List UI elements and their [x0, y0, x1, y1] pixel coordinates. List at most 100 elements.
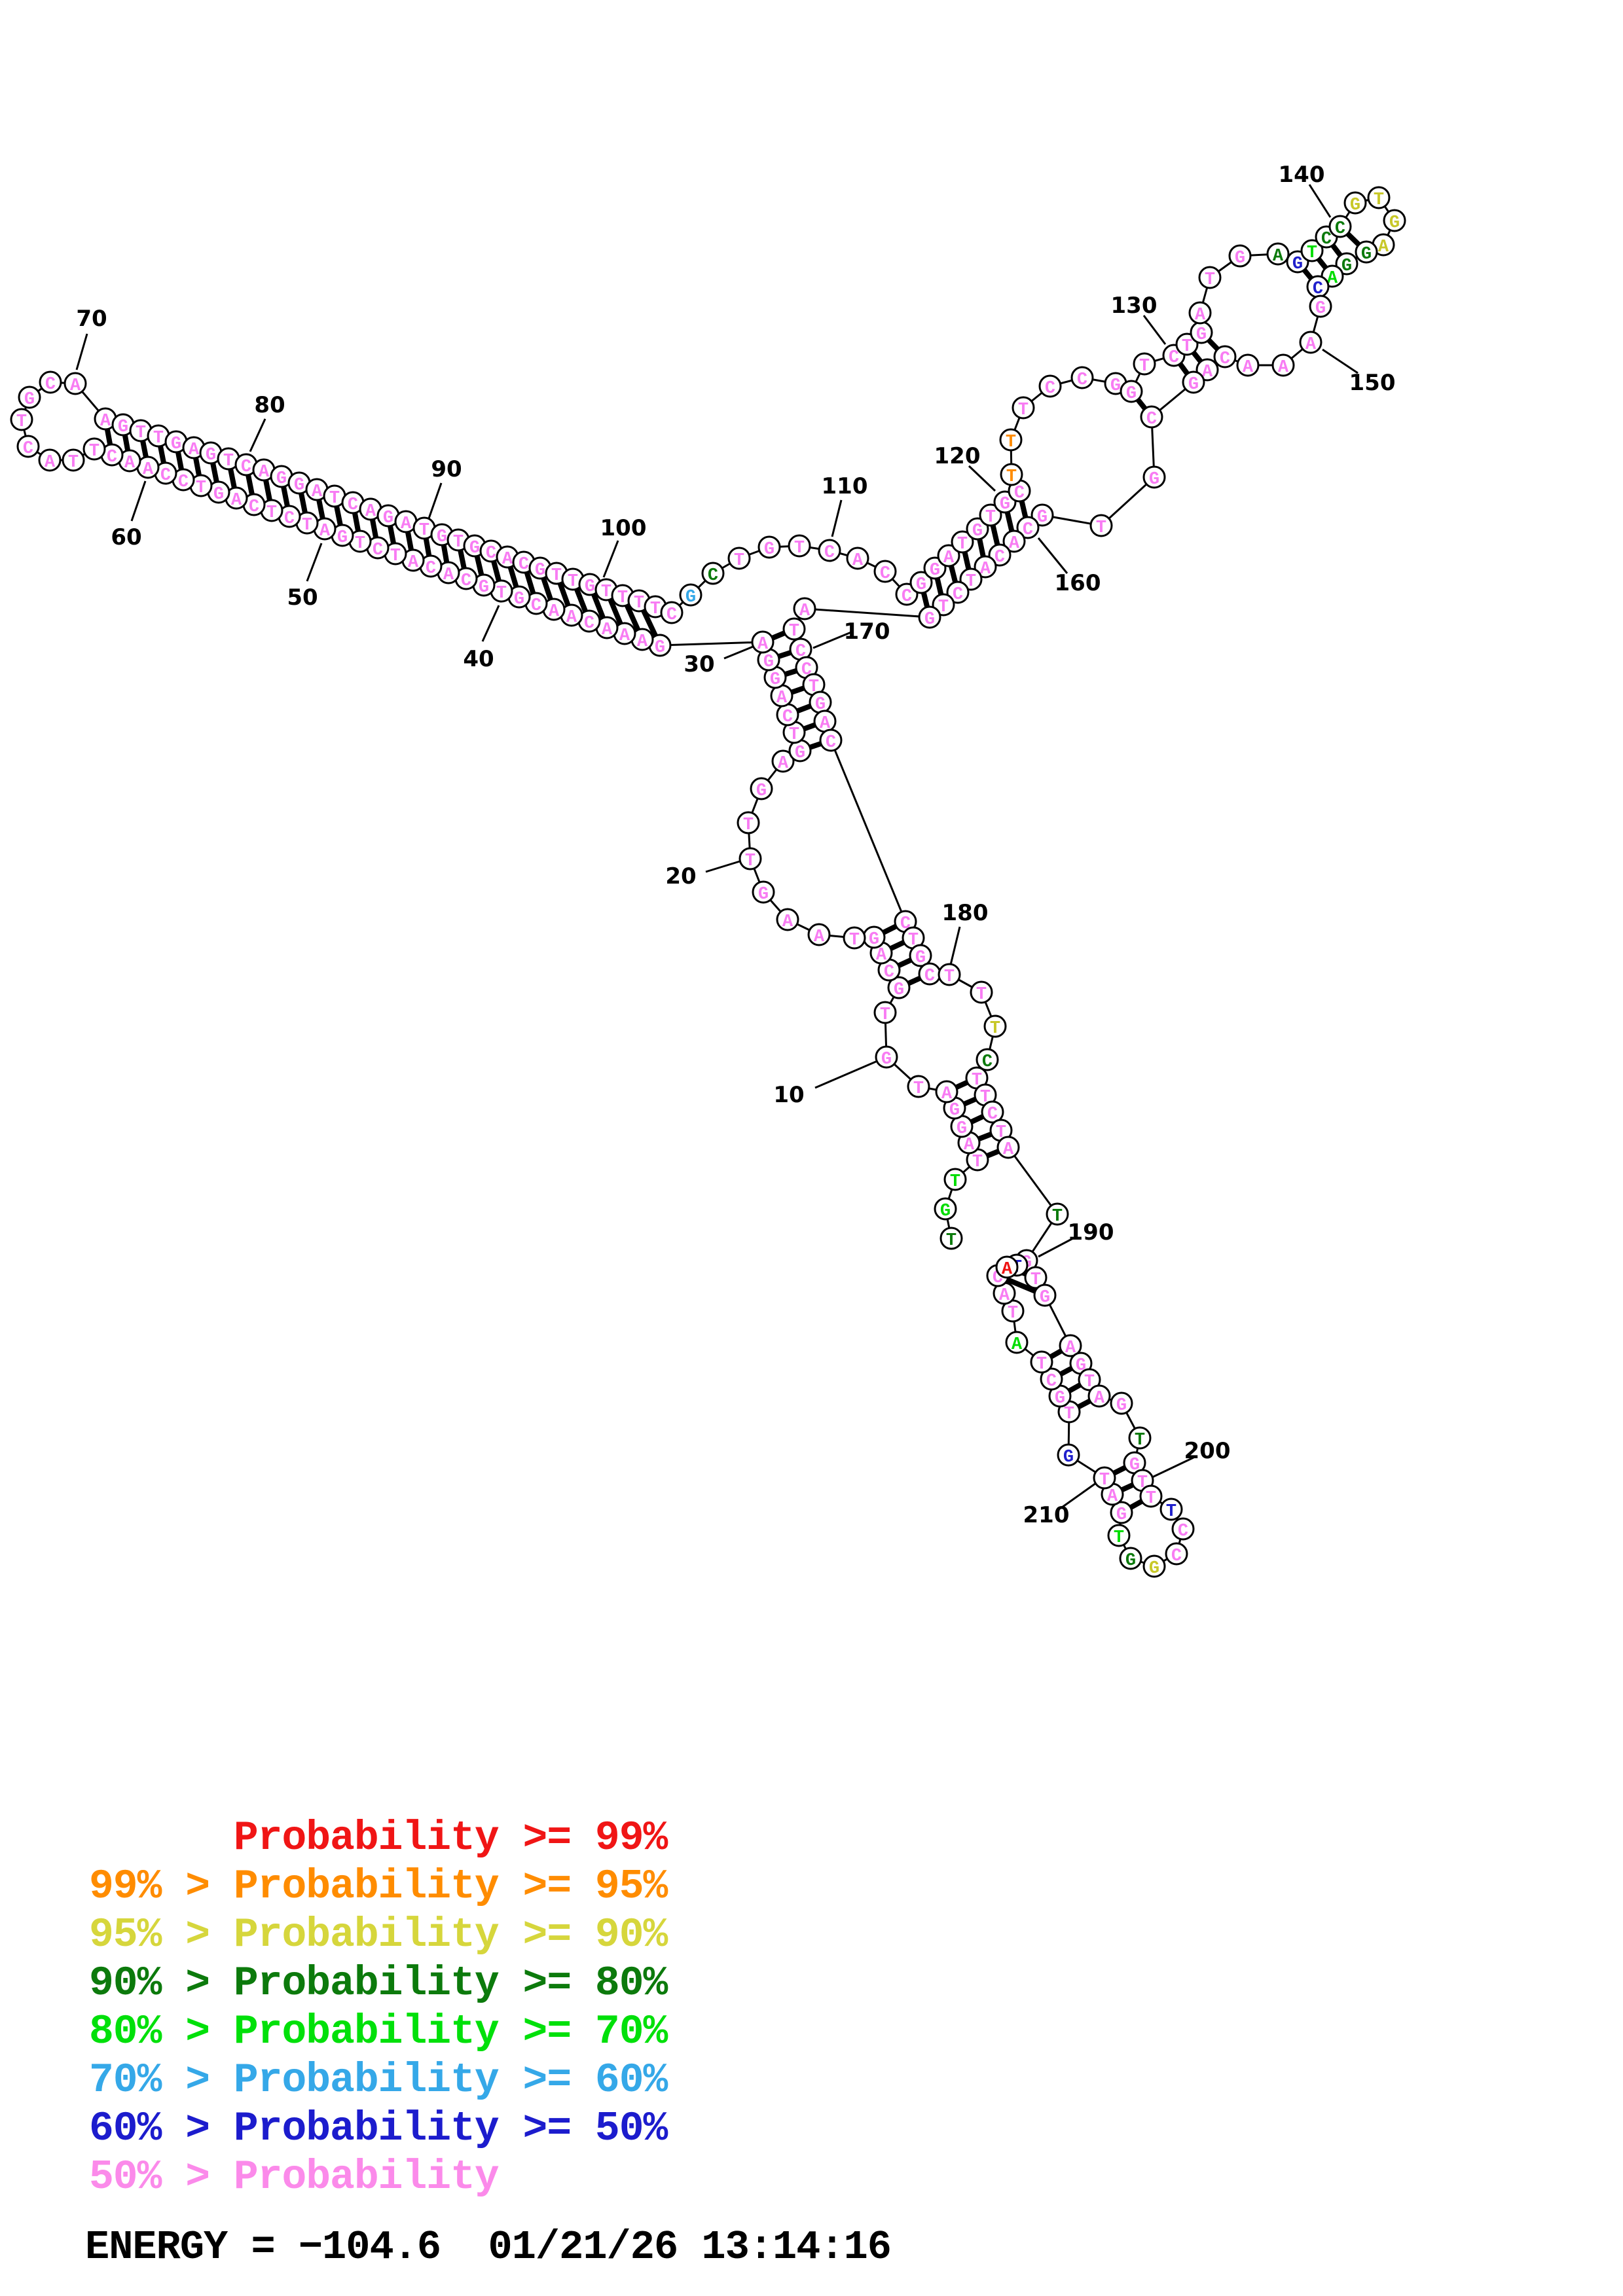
nucleotide-letter: C: [924, 967, 935, 986]
label-leader-line: [812, 631, 852, 649]
nucleotide-letter: T: [990, 1019, 1000, 1039]
nucleotide-node: [18, 386, 41, 409]
nucleotide-letter: T: [985, 508, 996, 528]
position-label: 180: [942, 900, 989, 926]
nucleotide-letter: T: [601, 583, 611, 602]
nucleotide-letter: G: [869, 930, 879, 950]
nucleotide-letter: C: [1077, 370, 1087, 390]
nucleotide-letter: A: [776, 689, 788, 708]
nucleotide-letter: G: [685, 588, 696, 607]
nucleotide-letter: G: [1149, 470, 1159, 490]
nucleotide-letter: G: [294, 476, 304, 495]
nucleotide-node: [1070, 366, 1094, 389]
nucleotide-letter: A: [365, 502, 376, 522]
nucleotide-node: [939, 1227, 963, 1250]
label-leader-line: [1061, 1482, 1097, 1509]
nucleotide-node: [983, 1014, 1007, 1038]
nucleotide-letter: A: [1305, 335, 1317, 355]
nucleotide-letter: C: [1146, 410, 1157, 429]
nucleotide-letter: A: [1065, 1338, 1076, 1358]
nucleotide-letter: C: [1045, 379, 1055, 399]
nucleotide-letter: G: [770, 670, 780, 690]
nucleotide-letter: T: [966, 572, 976, 592]
nucleotide-letter: G: [940, 1202, 951, 1221]
nucleotide-letter: A: [401, 514, 412, 534]
backbone-edge: [830, 740, 907, 922]
nucleotide-letter: T: [913, 1079, 924, 1099]
nucleotide-node: [1040, 1367, 1063, 1391]
nucleotide-letter: A: [1278, 358, 1289, 378]
nucleotide-letter: T: [329, 489, 340, 509]
nucleotide-letter: T: [1099, 1471, 1110, 1490]
nucleotide-node: [946, 581, 970, 604]
nucleotide-letter: T: [734, 551, 744, 571]
nucleotide-node: [739, 847, 762, 870]
nucleotide-node: [1266, 242, 1290, 266]
nucleotide-letter: C: [987, 1105, 998, 1124]
label-leader-line: [1308, 184, 1332, 218]
nucleotide-letter: C: [1023, 520, 1033, 540]
nucleotide-node: [679, 583, 702, 607]
nucleotide-node: [1110, 1501, 1133, 1524]
label-leader-line: [1322, 348, 1359, 374]
nucleotide-letter: C: [284, 509, 295, 529]
nucleotide-letter: G: [758, 885, 769, 905]
nucleotide-letter: G: [276, 469, 287, 489]
nucleotide-node: [976, 1048, 999, 1071]
label-leader-line: [75, 333, 88, 370]
position-label: 20: [665, 863, 696, 889]
position-label: 30: [684, 651, 714, 677]
nucleotide-letter: T: [634, 594, 644, 613]
nucleotide-node: [62, 448, 85, 472]
legend-line: 60% > Probability >= 50%: [89, 2106, 668, 2152]
backbone-edge: [1100, 476, 1156, 527]
nucleotide-letter: G: [1292, 255, 1303, 274]
nucleotide-letter: A: [757, 635, 769, 655]
label-leader-line: [130, 480, 147, 522]
nucleotide-letter: T: [1146, 1489, 1156, 1509]
nucleotide-letter: C: [584, 614, 594, 634]
label-leader-line: [1152, 1456, 1194, 1479]
nucleotide-node: [1271, 353, 1295, 377]
nucleotide-node: [1128, 1426, 1152, 1450]
legend-line: 50% > Probability: [89, 2154, 500, 2200]
nucleotide-node: [1335, 252, 1359, 276]
nucleotide-letter: T: [1018, 401, 1029, 420]
nucleotide-letter: A: [637, 632, 648, 652]
nucleotide-letter: C: [45, 375, 56, 395]
nucleotide-node: [1057, 1443, 1080, 1467]
nucleotide-node: [943, 1168, 967, 1191]
nucleotide-letter: C: [241, 457, 251, 477]
nucleotide-node: [771, 749, 795, 773]
nucleotide-node: [1171, 1517, 1195, 1541]
nucleotide-letter: G: [1149, 1559, 1159, 1579]
nucleotide-letter: A: [782, 912, 793, 932]
nucleotide-letter: T: [453, 533, 464, 552]
nucleotide-letter: G: [1125, 1551, 1136, 1571]
nucleotide-node: [1236, 353, 1260, 377]
nucleotide-letter: G: [118, 418, 128, 437]
nucleotide-letter: T: [976, 985, 987, 1005]
nucleotide-node: [752, 880, 775, 904]
nucleotide-letter: T: [650, 600, 661, 619]
label-leader-line: [1038, 1236, 1075, 1258]
position-label: 60: [111, 524, 141, 550]
nucleotide-node: [951, 530, 974, 554]
backbone-edge: [1007, 1147, 1059, 1215]
nucleotide-letter: G: [1040, 1288, 1050, 1308]
nucleotide-letter: C: [982, 1052, 993, 1072]
nucleotide-letter: A: [124, 454, 136, 473]
nucleotide-node: [1005, 1331, 1029, 1354]
nucleotide-letter: C: [178, 473, 189, 492]
nucleotide-letter: A: [964, 1136, 975, 1155]
nucleotide-node: [974, 555, 997, 579]
nucleotide-letter: G: [337, 528, 348, 548]
nucleotide-node: [979, 503, 1002, 527]
nucleotide-node: [995, 1255, 1019, 1279]
nucleotide-letter: G: [916, 575, 926, 595]
nucleotide-letter: G: [1063, 1448, 1074, 1467]
nucleotide-letter: G: [213, 485, 224, 505]
nucleotide-node: [1300, 239, 1324, 262]
nucleotide-node: [1198, 266, 1222, 289]
nucleotide-node: [1038, 374, 1062, 398]
